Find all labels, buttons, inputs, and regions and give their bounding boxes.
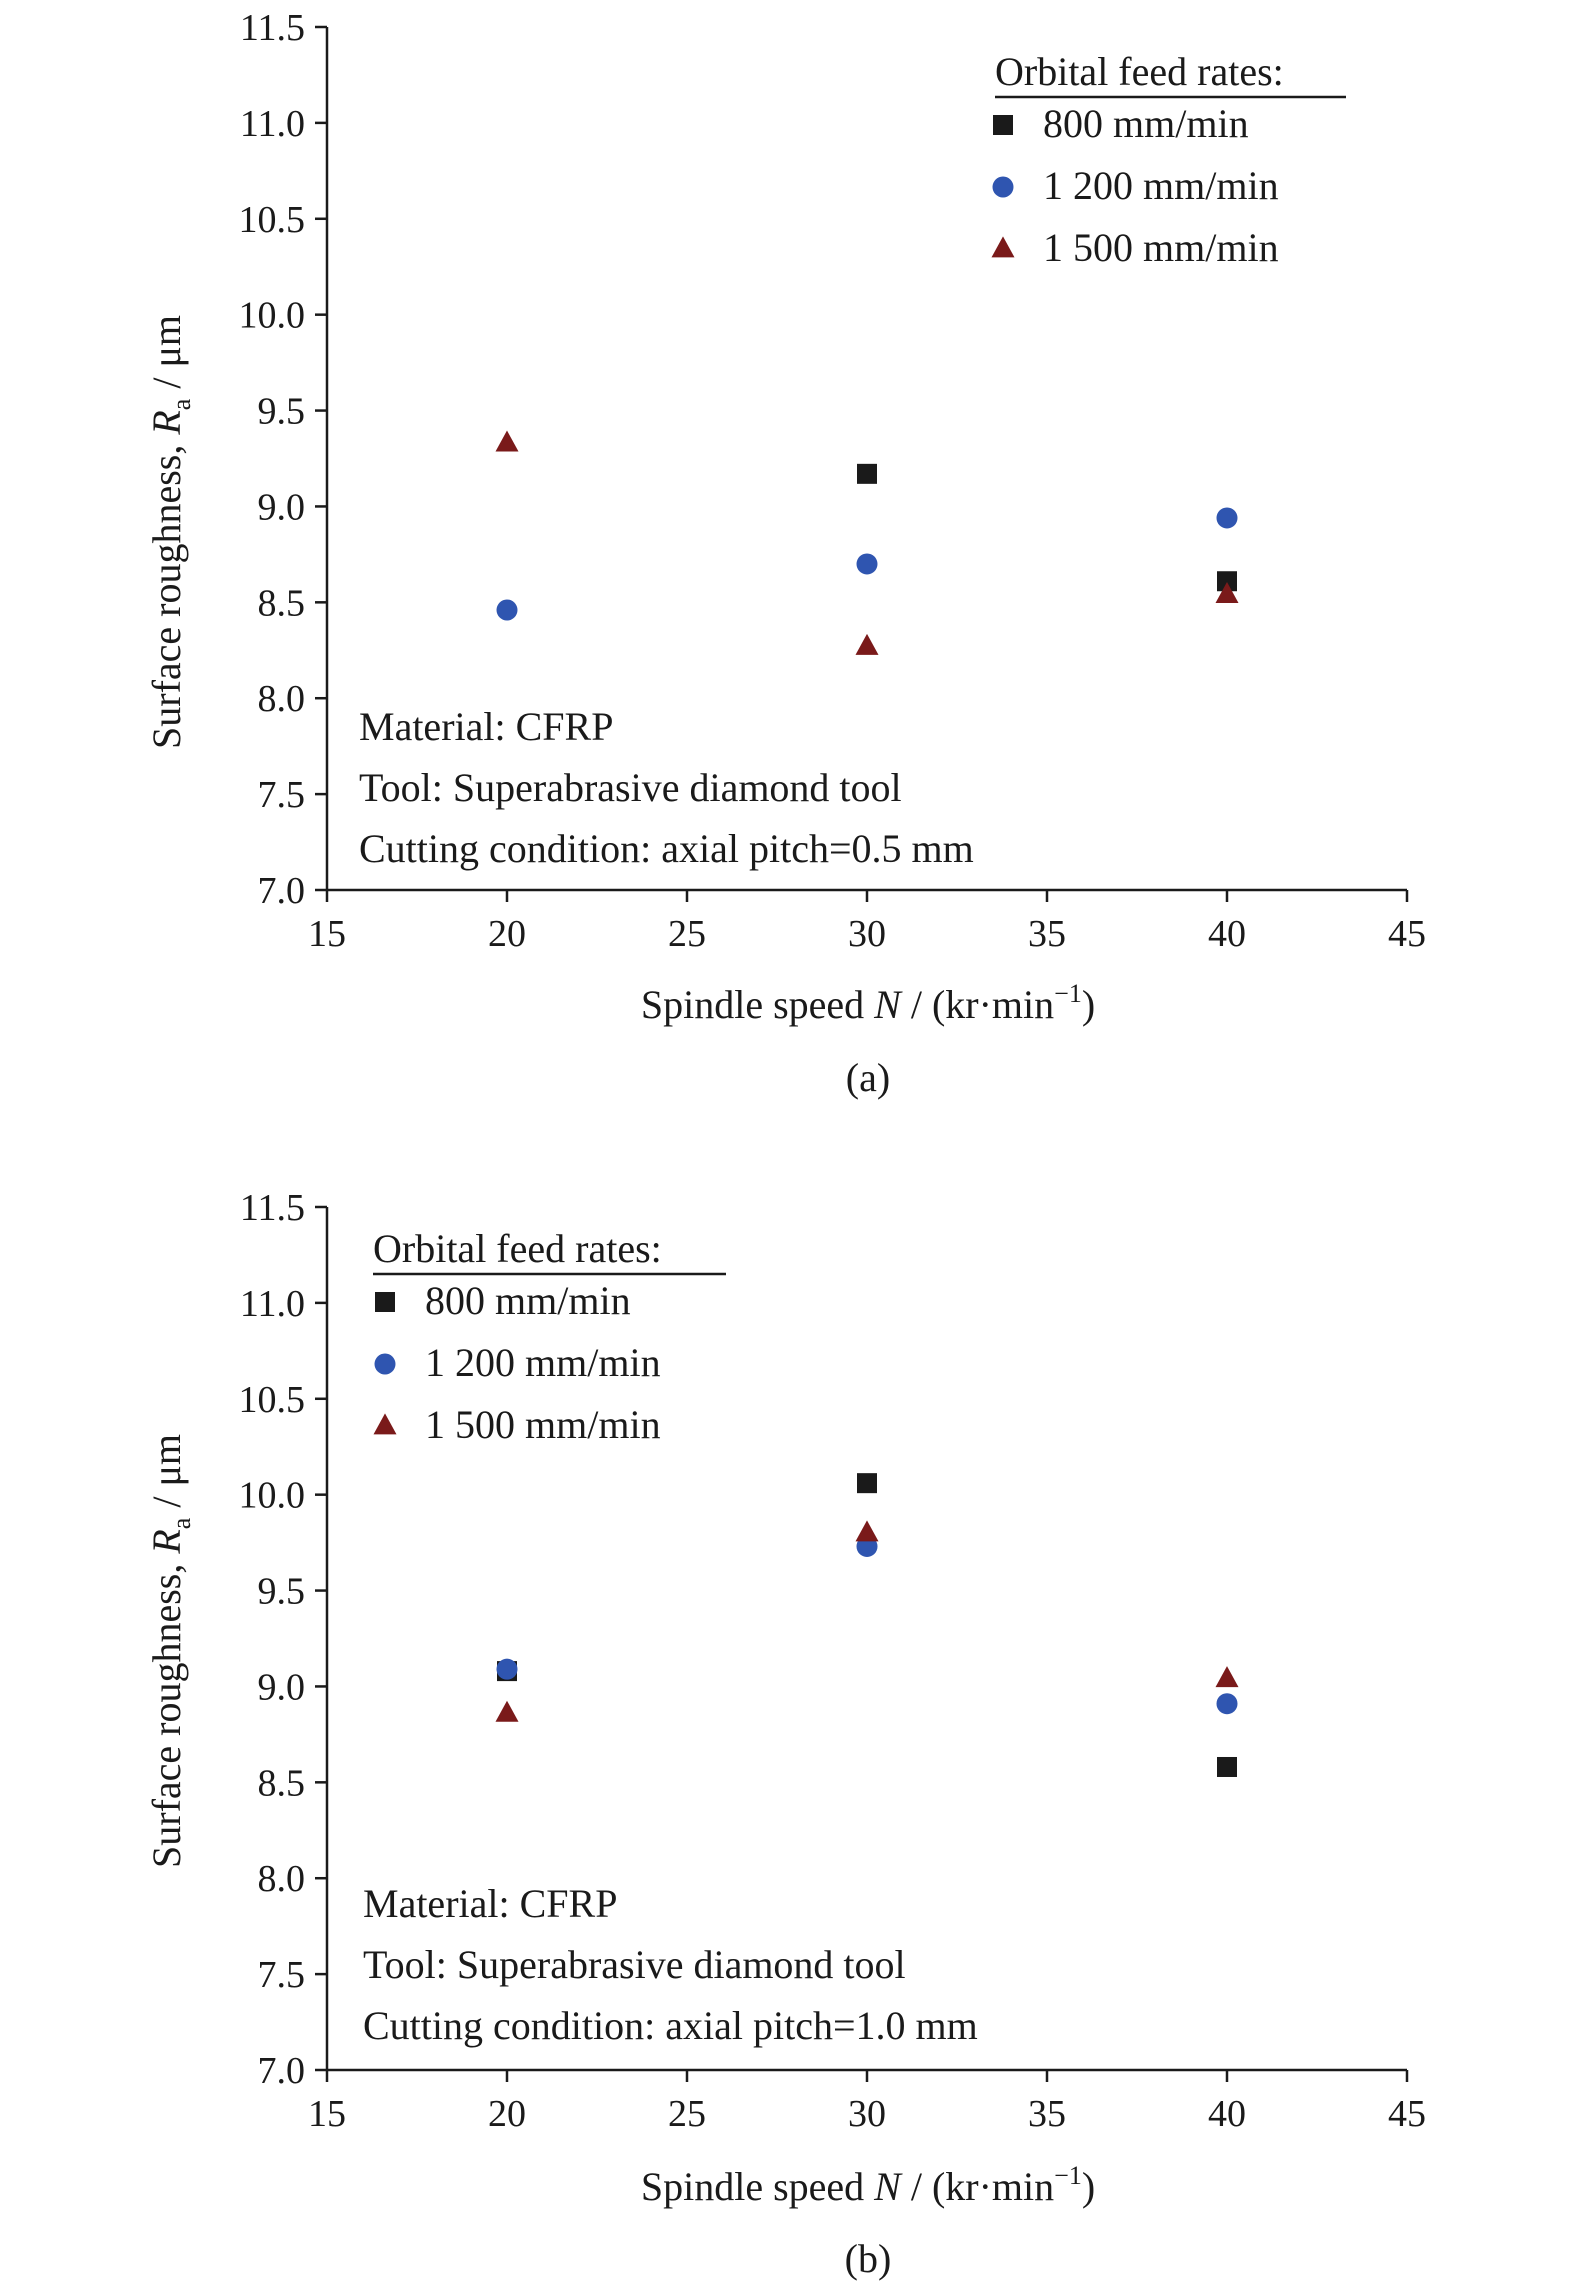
annotation-block-a: Material: CFRP Tool: Superabrasive diamo…	[359, 704, 974, 871]
data-point-triangle-b	[855, 1520, 879, 1542]
data-point-circle-b	[1216, 1693, 1238, 1715]
data-point-circle-a	[856, 553, 878, 575]
y-tick-label-a: 11.5	[240, 7, 305, 49]
y-tick-label-a: 7.5	[258, 774, 306, 816]
chart-panel-b: 7.0 7.5 8.0 8.5 9.0 9.5 10.0 10.5 11.0 11.5 15 20 25…	[144, 1187, 1426, 2281]
ticks-b: 7.0 7.5 8.0 8.5 9.0 9.5 10.0 10.5 11.0 11.5 15 20 25…	[239, 1187, 1427, 2135]
data-point-square-a	[1217, 571, 1237, 592]
x-tick-label-a: 35	[1028, 913, 1066, 955]
x-tick-label-a: 15	[308, 913, 346, 955]
x-axis-label-b: Spindle speed N / (kr·min−1)	[641, 2161, 1095, 2209]
panel-label-b: (b)	[845, 2236, 892, 2281]
legend-label-a: 800 mm/min	[1043, 101, 1249, 146]
legend-a: Orbital feed rates: 800 mm/min 1 200 mm/m…	[991, 49, 1346, 270]
x-tick-label-b: 30	[848, 2093, 886, 2135]
y-tick-label-b: 11.0	[240, 1283, 305, 1325]
legend-title-a: Orbital feed rates:	[995, 49, 1284, 94]
annotation-block-b: Material: CFRP Tool: Superabrasive diamo…	[363, 1881, 978, 2048]
y-tick-label-b: 10.5	[239, 1379, 306, 1421]
y-tick-label-b: 10.0	[239, 1475, 306, 1517]
data-point-square-b	[857, 1473, 877, 1494]
y-tick-label-a: 8.5	[258, 582, 306, 624]
annotation-condition-b: Cutting condition: axial pitch=1.0 mm	[363, 2003, 978, 2048]
data-points-b	[495, 1473, 1239, 1777]
x-tick-label-a: 45	[1388, 913, 1426, 955]
panel-label-a: (a)	[846, 1055, 890, 1100]
legend-label-a: 1 500 mm/min	[1043, 225, 1279, 270]
legend-marker-square-a	[993, 115, 1013, 135]
data-point-circle-b	[496, 1658, 518, 1680]
axes-b	[325, 1207, 1407, 2072]
x-tick-label-b: 35	[1028, 2093, 1066, 2135]
legend-label-b: 800 mm/min	[425, 1278, 631, 1323]
data-point-triangle-b	[1215, 1666, 1239, 1688]
legend-label-b: 1 200 mm/min	[425, 1340, 661, 1385]
legend-title-b: Orbital feed rates:	[373, 1226, 662, 1271]
y-tick-label-b: 7.5	[258, 1954, 306, 1996]
legend-marker-circle-a	[992, 176, 1014, 198]
y-axis-label-a: Surface roughness, Ra / μm	[144, 315, 196, 749]
legend-marker-triangle-a	[991, 236, 1015, 258]
x-tick-label-a: 30	[848, 913, 886, 955]
y-tick-label-a: 8.0	[258, 678, 306, 720]
annotation-material-a: Material: CFRP	[359, 704, 613, 749]
legend-label-a: 1 200 mm/min	[1043, 163, 1279, 208]
legend-marker-triangle-b	[373, 1413, 397, 1435]
axes-a	[325, 27, 1407, 892]
chart-panel-a: 7.0 7.5 8.0 8.5 9.0 9.5 10.0 10.5 11.0 11.5 15 20 25…	[144, 7, 1426, 1100]
annotation-condition-a: Cutting condition: axial pitch=0.5 mm	[359, 826, 974, 871]
legend-b: Orbital feed rates: 800 mm/min 1 200 mm/m…	[373, 1226, 726, 1447]
x-tick-label-a: 40	[1208, 913, 1246, 955]
y-tick-label-a: 11.0	[240, 103, 305, 145]
x-tick-label-b: 15	[308, 2093, 346, 2135]
y-tick-label-a: 10.5	[239, 199, 306, 241]
legend-items-a: 800 mm/min 1 200 mm/min 1 500 mm/min	[991, 101, 1279, 270]
data-point-circle-a	[496, 599, 518, 621]
data-point-square-a	[857, 463, 877, 484]
y-axis-label-b: Surface roughness, Ra / μm	[144, 1434, 196, 1868]
data-points-a	[495, 430, 1239, 655]
legend-label-b: 1 500 mm/min	[425, 1402, 661, 1447]
data-point-triangle-a	[495, 430, 519, 452]
data-point-circle-a	[1216, 507, 1238, 529]
x-tick-label-b: 40	[1208, 2093, 1246, 2135]
ticks-a: 7.0 7.5 8.0 8.5 9.0 9.5 10.0 10.5 11.0 11.5 15 20 25…	[239, 7, 1427, 955]
annotation-material-b: Material: CFRP	[363, 1881, 617, 1926]
x-tick-label-b: 25	[668, 2093, 706, 2135]
data-point-square-b	[1217, 1756, 1237, 1777]
x-axis-label-a: Spindle speed N / (kr·min−1)	[641, 979, 1095, 1027]
legend-marker-circle-b	[374, 1353, 396, 1375]
y-tick-label-a: 7.0	[258, 870, 306, 912]
y-tick-label-b: 9.5	[258, 1571, 306, 1613]
annotation-tool-b: Tool: Superabrasive diamond tool	[363, 1942, 906, 1987]
x-tick-label-a: 25	[668, 913, 706, 955]
y-tick-label-b: 8.0	[258, 1858, 306, 1900]
data-point-triangle-a	[1215, 582, 1239, 604]
legend-marker-square-b	[375, 1292, 395, 1312]
annotation-tool-a: Tool: Superabrasive diamond tool	[359, 765, 902, 810]
x-tick-label-a: 20	[488, 913, 526, 955]
y-tick-label-b: 7.0	[258, 2050, 306, 2092]
y-tick-label-a: 10.0	[239, 295, 306, 337]
y-tick-label-b: 9.0	[258, 1666, 306, 1708]
data-point-triangle-a	[855, 633, 879, 655]
legend-items-b: 800 mm/min 1 200 mm/min 1 500 mm/min	[373, 1278, 661, 1447]
x-tick-label-b: 20	[488, 2093, 526, 2135]
y-tick-label-b: 11.5	[240, 1187, 305, 1229]
x-tick-label-b: 45	[1388, 2093, 1426, 2135]
y-tick-label-b: 8.5	[258, 1762, 306, 1804]
y-tick-label-a: 9.5	[258, 391, 306, 433]
data-point-triangle-b	[495, 1700, 519, 1722]
y-tick-label-a: 9.0	[258, 486, 306, 528]
